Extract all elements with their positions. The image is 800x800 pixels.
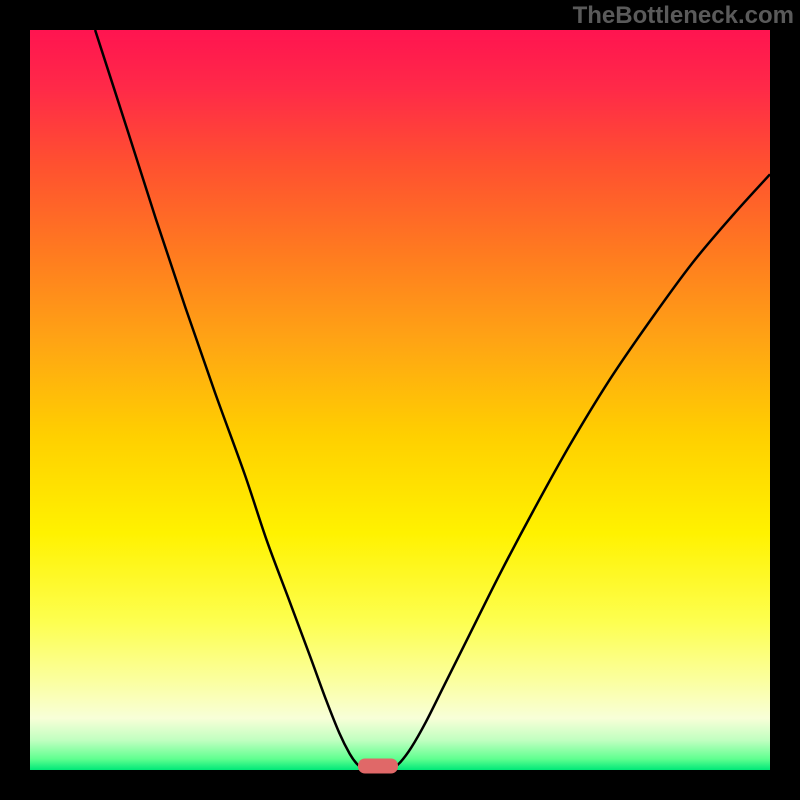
optimal-marker (358, 758, 398, 773)
chart-container: TheBottleneck.com (0, 0, 800, 800)
bottleneck-curve (30, 30, 770, 770)
watermark-text: TheBottleneck.com (573, 2, 794, 30)
plot-area (30, 30, 770, 770)
